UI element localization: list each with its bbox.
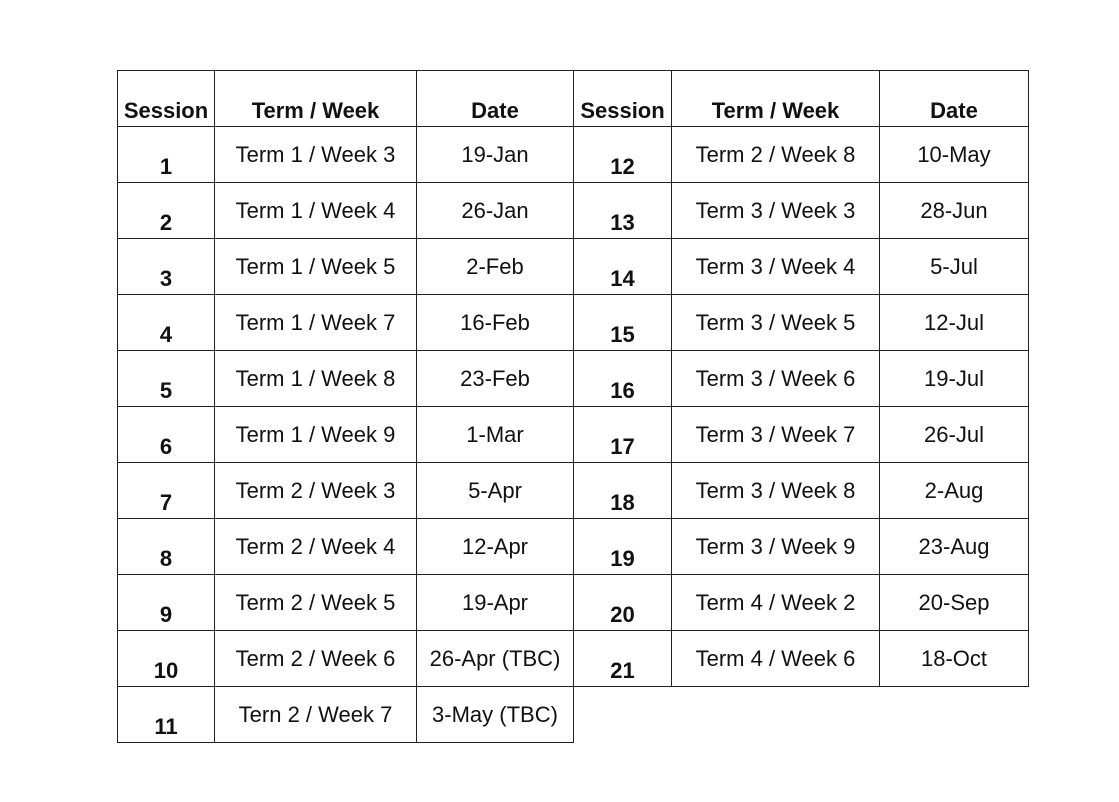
left-termweek-cell: Term 2 / Week 4 [214,518,417,575]
right-date-cell: 18-Oct [879,630,1029,687]
right-date-cell: 10-May [879,126,1029,183]
table-row: 6 Term 1 / Week 9 1-Mar 17 Term 3 / Week 7 26… [117,406,1029,463]
right-session-cell: 16 [573,350,672,407]
left-session-cell: 1 [117,126,215,183]
right-date-cell: 12-Jul [879,294,1029,351]
left-date-cell: 26-Jan [416,182,574,239]
left-date-cell: 26-Apr (TBC) [416,630,574,687]
table-row: 3 Term 1 / Week 5 2-Feb 14 Term 3 / Week 4 5-… [117,238,1029,295]
right-termweek-cell: Term 3 / Week 8 [671,462,880,519]
left-session-cell: 6 [117,406,215,463]
right-session-cell: 13 [573,182,672,239]
left-termweek-cell: Tern 2 / Week 7 [214,686,417,743]
right-date-cell: 5-Jul [879,238,1029,295]
right-session-cell: 21 [573,630,672,687]
left-date-cell: 23-Feb [416,350,574,407]
header-term-week-left: Term / Week [214,70,417,127]
left-termweek-cell: Term 1 / Week 5 [214,238,417,295]
left-date-cell: 16-Feb [416,294,574,351]
left-date-cell: 1-Mar [416,406,574,463]
left-termweek-cell: Term 1 / Week 7 [214,294,417,351]
right-session-cell: 14 [573,238,672,295]
right-session-cell: 20 [573,574,672,631]
header-date-right: Date [879,70,1029,127]
left-termweek-cell: Term 1 / Week 4 [214,182,417,239]
right-termweek-cell: Term 3 / Week 4 [671,238,880,295]
right-termweek-cell: Term 4 / Week 2 [671,574,880,631]
empty-cell [574,687,672,743]
header-row: Session Term / Week Date Session Term / … [117,70,1029,127]
table-row: 10 Term 2 / Week 6 26-Apr (TBC) 21 Term 4 / … [117,630,1029,687]
table-row: 11 Tern 2 / Week 7 3-May (TBC) [117,686,1029,743]
left-date-cell: 3-May (TBC) [416,686,574,743]
right-date-cell: 19-Jul [879,350,1029,407]
empty-cell [672,687,880,743]
header-date-left: Date [416,70,574,127]
left-termweek-cell: Term 2 / Week 6 [214,630,417,687]
right-termweek-cell: Term 3 / Week 9 [671,518,880,575]
left-termweek-cell: Term 2 / Week 3 [214,462,417,519]
left-date-cell: 19-Jan [416,126,574,183]
left-date-cell: 5-Apr [416,462,574,519]
right-termweek-cell: Term 3 / Week 3 [671,182,880,239]
right-termweek-cell: Term 4 / Week 6 [671,630,880,687]
header-term-week-right: Term / Week [671,70,880,127]
left-session-cell: 4 [117,294,215,351]
right-termweek-cell: Term 3 / Week 7 [671,406,880,463]
session-schedule-table: Session Term / Week Date Session Term / … [117,70,1029,743]
left-session-cell: 7 [117,462,215,519]
right-session-cell: 15 [573,294,672,351]
right-session-cell: 18 [573,462,672,519]
left-date-cell: 12-Apr [416,518,574,575]
right-session-cell: 19 [573,518,672,575]
right-date-cell: 20-Sep [879,574,1029,631]
right-termweek-cell: Term 2 / Week 8 [671,126,880,183]
left-date-cell: 2-Feb [416,238,574,295]
left-termweek-cell: Term 1 / Week 8 [214,350,417,407]
left-session-cell: 3 [117,238,215,295]
table-row: 7 Term 2 / Week 3 5-Apr 18 Term 3 / Week 8 2-… [117,462,1029,519]
left-session-cell: 11 [117,686,215,743]
empty-cell [880,687,1029,743]
right-termweek-cell: Term 3 / Week 5 [671,294,880,351]
left-termweek-cell: Term 1 / Week 9 [214,406,417,463]
header-session-left: Session [117,70,215,127]
left-session-cell: 8 [117,518,215,575]
left-session-cell: 9 [117,574,215,631]
header-session-right: Session [573,70,672,127]
right-date-cell: 23-Aug [879,518,1029,575]
right-date-cell: 26-Jul [879,406,1029,463]
right-session-cell: 17 [573,406,672,463]
left-session-cell: 10 [117,630,215,687]
right-session-cell: 12 [573,126,672,183]
right-date-cell: 2-Aug [879,462,1029,519]
right-date-cell: 28-Jun [879,182,1029,239]
left-termweek-cell: Term 2 / Week 5 [214,574,417,631]
left-session-cell: 2 [117,182,215,239]
right-termweek-cell: Term 3 / Week 6 [671,350,880,407]
left-date-cell: 19-Apr [416,574,574,631]
left-termweek-cell: Term 1 / Week 3 [214,126,417,183]
left-session-cell: 5 [117,350,215,407]
